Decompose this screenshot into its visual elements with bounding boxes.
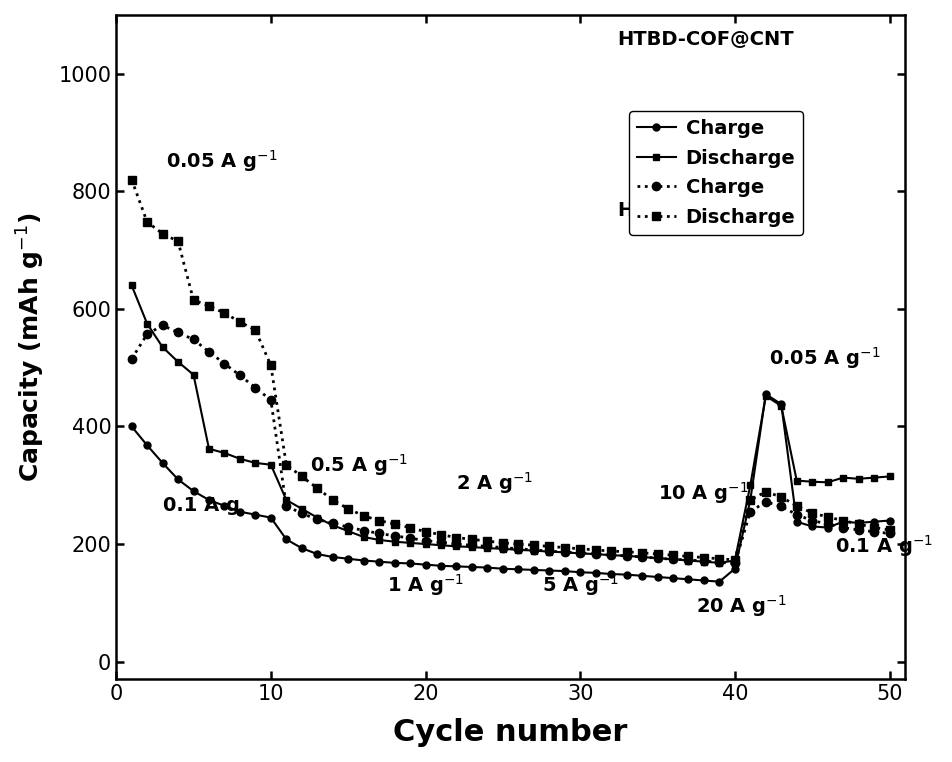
Text: 0.05 A g$^{-1}$: 0.05 A g$^{-1}$ xyxy=(166,148,277,174)
Text: 5 A g$^{-1}$: 5 A g$^{-1}$ xyxy=(541,572,618,598)
Y-axis label: Capacity (mAh g$^{-1}$): Capacity (mAh g$^{-1}$) xyxy=(15,213,48,482)
X-axis label: Cycle number: Cycle number xyxy=(393,718,627,747)
Text: 0.1 A g$^{-1}$: 0.1 A g$^{-1}$ xyxy=(835,533,933,559)
Text: 0.1 A g: 0.1 A g xyxy=(163,495,239,514)
Text: 10 A g$^{-1}$: 10 A g$^{-1}$ xyxy=(657,480,747,506)
Text: 0.05 A g$^{-1}$: 0.05 A g$^{-1}$ xyxy=(768,344,880,370)
Legend: Charge, Discharge, Charge, Discharge: Charge, Discharge, Charge, Discharge xyxy=(628,111,803,235)
Text: 1 A g$^{-1}$: 1 A g$^{-1}$ xyxy=(387,572,464,598)
Text: 20 A g$^{-1}$: 20 A g$^{-1}$ xyxy=(696,594,786,620)
Text: HTBD-COF@CNT: HTBD-COF@CNT xyxy=(617,30,793,49)
Text: 0.5 A g$^{-1}$: 0.5 A g$^{-1}$ xyxy=(309,453,407,479)
Text: 2 A g$^{-1}$: 2 A g$^{-1}$ xyxy=(456,470,533,496)
Text: HTBD-COF: HTBD-COF xyxy=(617,201,729,220)
